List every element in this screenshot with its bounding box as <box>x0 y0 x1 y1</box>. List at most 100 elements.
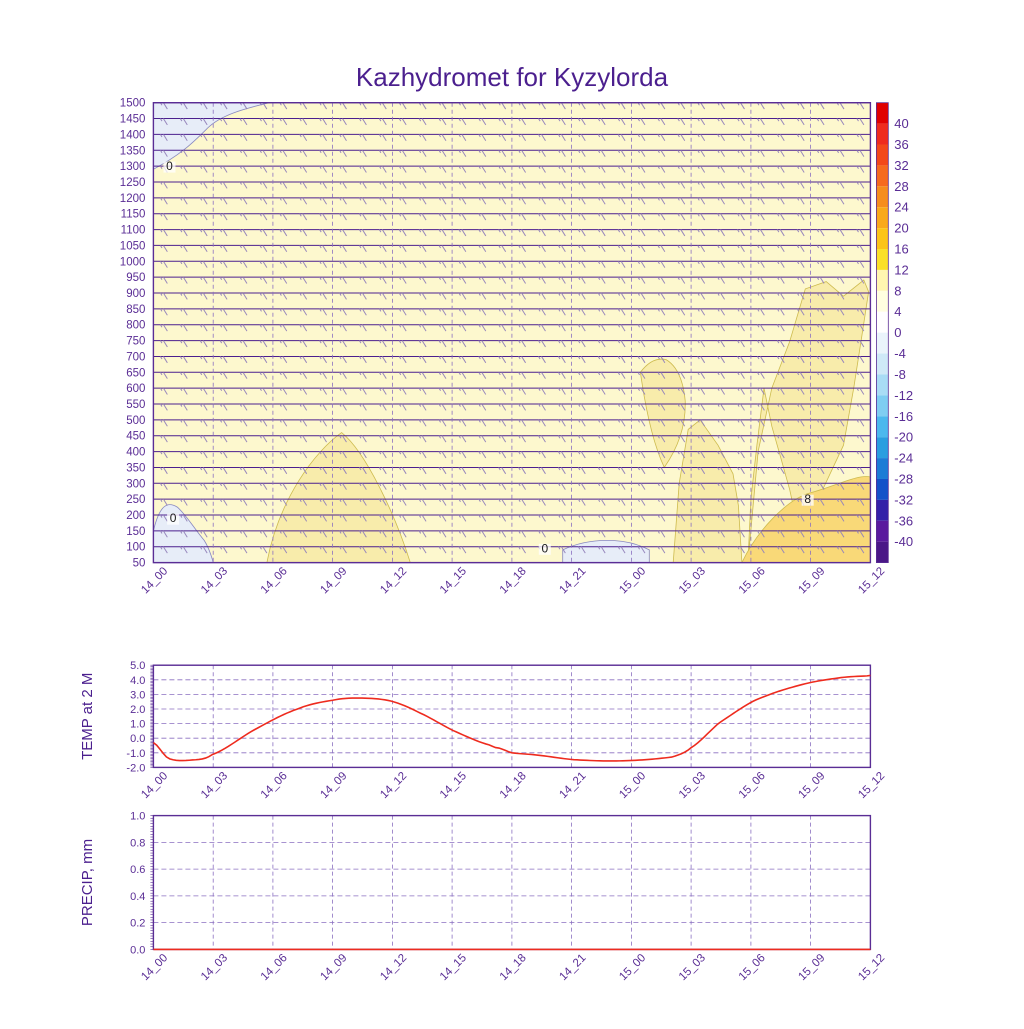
svg-text:1350: 1350 <box>120 145 146 157</box>
svg-text:-8: -8 <box>894 367 906 382</box>
svg-text:5.0: 5.0 <box>130 660 145 672</box>
svg-text:-1.0: -1.0 <box>126 748 145 760</box>
svg-text:0: 0 <box>894 325 901 340</box>
svg-text:15_09: 15_09 <box>796 565 827 596</box>
svg-text:15_06: 15_06 <box>737 952 768 983</box>
svg-text:14_12: 14_12 <box>378 770 409 801</box>
svg-text:14_15: 14_15 <box>438 952 469 983</box>
svg-text:14_06: 14_06 <box>259 565 290 596</box>
svg-text:14_15: 14_15 <box>438 565 469 596</box>
svg-text:16: 16 <box>894 242 908 257</box>
svg-text:12: 12 <box>894 262 908 277</box>
svg-text:15_09: 15_09 <box>796 952 827 983</box>
svg-text:0: 0 <box>170 511 177 525</box>
svg-text:750: 750 <box>126 336 145 348</box>
svg-text:15_06: 15_06 <box>737 770 768 801</box>
svg-text:14_18: 14_18 <box>498 952 529 983</box>
svg-text:15_03: 15_03 <box>677 565 708 596</box>
svg-text:400: 400 <box>126 447 145 459</box>
svg-text:14_18: 14_18 <box>498 565 529 596</box>
svg-text:0: 0 <box>541 541 548 555</box>
svg-text:550: 550 <box>126 399 145 411</box>
svg-text:850: 850 <box>126 304 145 316</box>
svg-text:15_00: 15_00 <box>617 565 648 596</box>
svg-text:14_21: 14_21 <box>557 565 588 596</box>
svg-text:0.0: 0.0 <box>130 733 145 745</box>
svg-text:Kazhydromet for Kyzylorda: Kazhydromet for Kyzylorda <box>356 62 669 92</box>
svg-text:3.0: 3.0 <box>130 689 145 701</box>
svg-text:700: 700 <box>126 351 145 363</box>
svg-text:-2.0: -2.0 <box>126 762 145 774</box>
svg-text:1250: 1250 <box>120 177 146 189</box>
svg-text:0.0: 0.0 <box>130 944 145 956</box>
svg-text:350: 350 <box>126 462 145 474</box>
svg-text:1.0: 1.0 <box>130 811 145 823</box>
svg-text:450: 450 <box>126 431 145 443</box>
svg-text:-32: -32 <box>894 492 913 507</box>
svg-text:1.0: 1.0 <box>130 719 145 731</box>
svg-text:100: 100 <box>126 542 145 554</box>
svg-text:0.6: 0.6 <box>130 864 145 876</box>
svg-text:4.0: 4.0 <box>130 675 145 687</box>
svg-text:650: 650 <box>126 367 145 379</box>
svg-text:-12: -12 <box>894 388 913 403</box>
svg-text:15_12: 15_12 <box>856 565 887 596</box>
svg-text:14_15: 14_15 <box>438 770 469 801</box>
svg-text:14_00: 14_00 <box>139 952 170 983</box>
svg-text:14_18: 14_18 <box>498 770 529 801</box>
svg-text:14_12: 14_12 <box>378 565 409 596</box>
svg-text:32: 32 <box>894 158 908 173</box>
svg-text:150: 150 <box>126 526 145 538</box>
svg-text:1150: 1150 <box>121 209 146 221</box>
svg-text:28: 28 <box>894 179 908 194</box>
svg-text:1200: 1200 <box>120 193 146 205</box>
svg-text:14_21: 14_21 <box>557 770 588 801</box>
svg-text:15_03: 15_03 <box>677 952 708 983</box>
svg-text:15_12: 15_12 <box>856 952 887 983</box>
svg-text:14_00: 14_00 <box>139 770 170 801</box>
svg-text:-4: -4 <box>894 346 906 361</box>
svg-text:40: 40 <box>894 116 908 131</box>
svg-text:TEMP at 2 M: TEMP at 2 M <box>79 673 96 760</box>
svg-text:14_12: 14_12 <box>378 952 409 983</box>
svg-text:14_00: 14_00 <box>139 565 170 596</box>
svg-text:15_12: 15_12 <box>856 770 887 801</box>
svg-text:36: 36 <box>894 137 908 152</box>
svg-text:15_06: 15_06 <box>737 565 768 596</box>
svg-text:14_21: 14_21 <box>557 952 588 983</box>
svg-text:0.4: 0.4 <box>130 891 145 903</box>
svg-text:PRECIP, mm: PRECIP, mm <box>79 839 96 926</box>
svg-text:24: 24 <box>894 200 908 215</box>
svg-text:-40: -40 <box>894 534 913 549</box>
svg-text:1400: 1400 <box>120 129 146 141</box>
svg-text:2.0: 2.0 <box>130 704 145 716</box>
svg-text:1450: 1450 <box>120 114 146 126</box>
svg-text:4: 4 <box>894 304 901 319</box>
svg-text:-24: -24 <box>894 451 913 466</box>
svg-text:1050: 1050 <box>120 240 146 252</box>
svg-text:15_00: 15_00 <box>617 770 648 801</box>
svg-text:15_00: 15_00 <box>617 952 648 983</box>
svg-text:-20: -20 <box>894 430 913 445</box>
svg-text:0: 0 <box>166 159 173 173</box>
svg-text:-36: -36 <box>894 513 913 528</box>
svg-text:1300: 1300 <box>120 161 146 173</box>
svg-text:0.8: 0.8 <box>130 837 145 849</box>
svg-text:14_09: 14_09 <box>318 770 349 801</box>
svg-text:250: 250 <box>126 494 145 506</box>
svg-text:950: 950 <box>126 272 145 284</box>
svg-text:15_03: 15_03 <box>677 770 708 801</box>
svg-text:14_06: 14_06 <box>259 952 290 983</box>
svg-text:1100: 1100 <box>121 225 146 237</box>
svg-text:200: 200 <box>126 510 145 522</box>
svg-text:20: 20 <box>894 221 908 236</box>
svg-text:300: 300 <box>126 478 145 490</box>
svg-text:-28: -28 <box>894 472 913 487</box>
svg-text:8: 8 <box>894 283 901 298</box>
svg-text:14_09: 14_09 <box>318 952 349 983</box>
svg-text:600: 600 <box>126 383 145 395</box>
svg-text:800: 800 <box>126 320 145 332</box>
svg-text:1000: 1000 <box>120 256 146 268</box>
svg-text:14_06: 14_06 <box>259 770 290 801</box>
svg-text:0.2: 0.2 <box>130 918 145 930</box>
